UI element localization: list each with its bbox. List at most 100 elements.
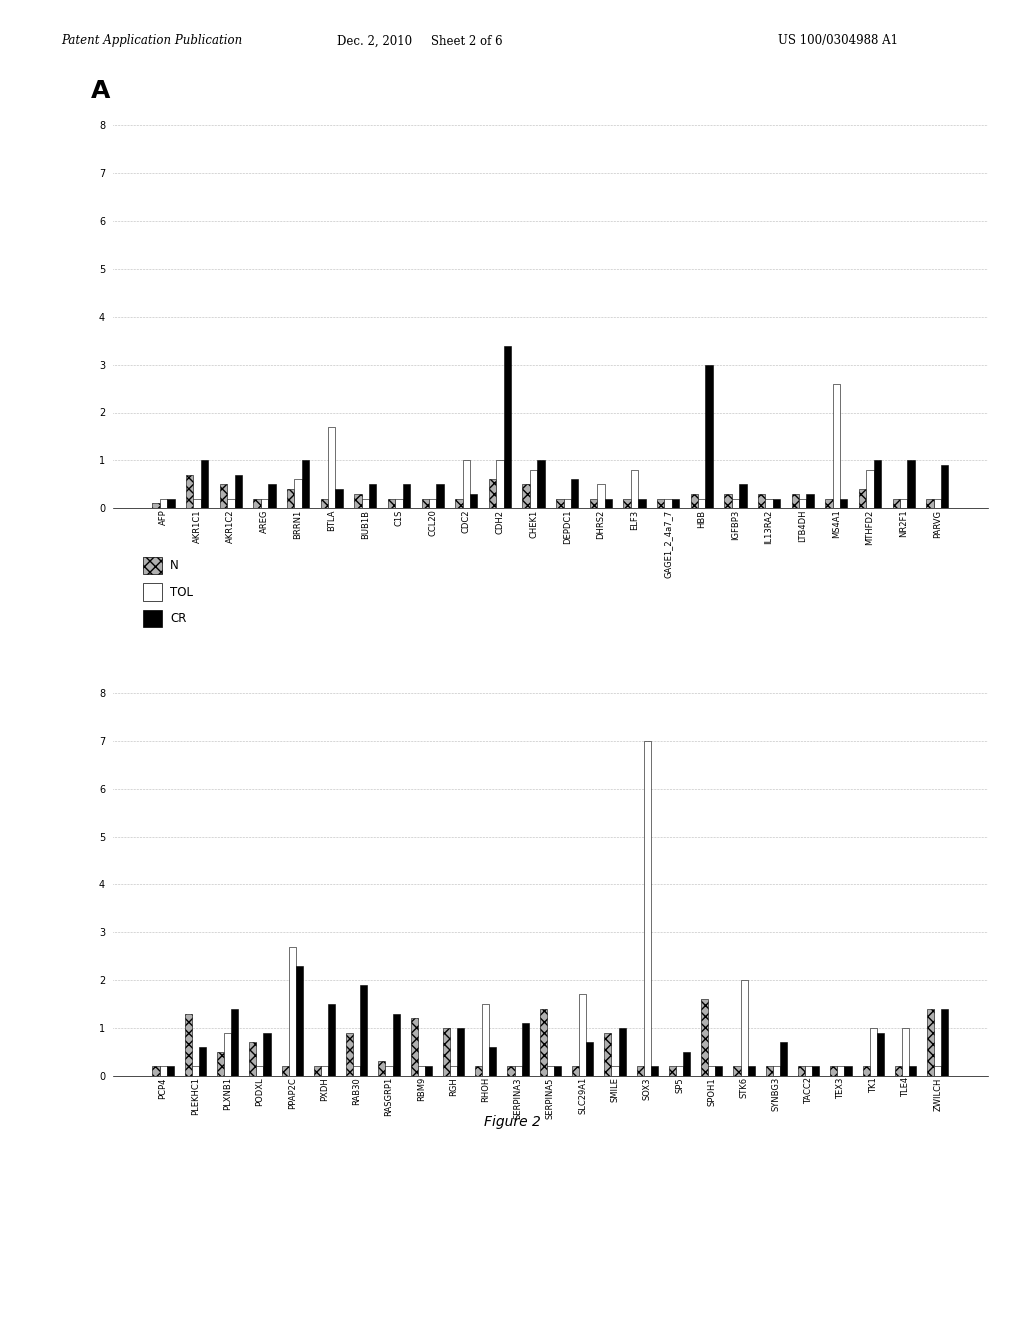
Bar (805, 1067, 812, 1076)
Bar (907, 461, 914, 508)
Text: CR: CR (170, 612, 186, 624)
Bar (268, 484, 275, 508)
Bar (716, 1067, 722, 1076)
Bar (321, 1067, 328, 1076)
Bar (690, 494, 698, 508)
Bar (773, 1067, 780, 1076)
Text: N: N (170, 560, 179, 572)
Bar (282, 1067, 289, 1076)
Bar (748, 1067, 755, 1076)
Bar (934, 1067, 941, 1076)
Bar (706, 364, 713, 508)
Bar (618, 1028, 626, 1076)
Bar (838, 1067, 845, 1076)
Bar (597, 484, 604, 508)
Bar (418, 1067, 425, 1076)
Bar (732, 499, 739, 508)
Bar (624, 499, 631, 508)
Bar (153, 503, 160, 508)
Bar (724, 494, 732, 508)
Bar (191, 1067, 199, 1076)
Bar (253, 499, 261, 508)
Bar (866, 470, 873, 508)
Bar (217, 1052, 224, 1076)
Bar (353, 1067, 360, 1076)
Bar (830, 1067, 838, 1076)
Bar (927, 1008, 934, 1076)
Bar (792, 494, 799, 508)
Bar (153, 1067, 160, 1076)
Bar (683, 1052, 690, 1076)
Bar (336, 490, 343, 508)
Bar (651, 1067, 657, 1076)
Bar (463, 461, 470, 508)
Bar (611, 1067, 618, 1076)
Bar (360, 985, 368, 1076)
Bar (263, 1032, 270, 1076)
Bar (571, 479, 579, 508)
Text: US 100/0304988 A1: US 100/0304988 A1 (778, 34, 898, 48)
Bar (328, 426, 336, 508)
Bar (739, 484, 746, 508)
Text: Figure 2: Figure 2 (483, 1115, 541, 1130)
Bar (941, 1008, 948, 1076)
Bar (766, 1067, 773, 1076)
Bar (877, 1032, 884, 1076)
Bar (631, 470, 638, 508)
Bar (231, 1008, 239, 1076)
Bar (529, 470, 538, 508)
Bar (563, 499, 571, 508)
Bar (941, 465, 948, 508)
Bar (346, 1032, 353, 1076)
Bar (676, 1067, 683, 1076)
Bar (604, 1032, 611, 1076)
Bar (294, 479, 302, 508)
Bar (411, 1019, 418, 1076)
Bar (538, 461, 545, 508)
Bar (638, 499, 645, 508)
Bar (590, 499, 597, 508)
Bar (798, 1067, 805, 1076)
Bar (425, 1067, 432, 1076)
Bar (199, 1047, 206, 1076)
Bar (807, 494, 814, 508)
Bar (859, 490, 866, 508)
Bar (873, 461, 881, 508)
Bar (184, 1014, 191, 1076)
Bar (220, 484, 227, 508)
Bar (402, 484, 411, 508)
Bar (186, 475, 194, 508)
Text: Patent Application Publication: Patent Application Publication (61, 34, 243, 48)
Bar (554, 1067, 561, 1076)
Bar (637, 1067, 644, 1076)
Bar (475, 1067, 482, 1076)
Bar (773, 499, 780, 508)
Bar (296, 966, 303, 1076)
Bar (379, 1061, 385, 1076)
Bar (840, 499, 848, 508)
Bar (436, 484, 443, 508)
Bar (497, 461, 504, 508)
Bar (201, 461, 208, 508)
Bar (194, 499, 201, 508)
Bar (672, 499, 679, 508)
Bar (457, 1028, 464, 1076)
Bar (450, 1067, 457, 1076)
Text: TOL: TOL (170, 586, 193, 598)
Bar (354, 494, 361, 508)
Bar (665, 499, 672, 508)
Bar (395, 499, 402, 508)
Bar (388, 499, 395, 508)
Bar (902, 1028, 909, 1076)
Bar (909, 1067, 916, 1076)
Bar (443, 1028, 450, 1076)
Bar (504, 346, 511, 508)
Bar (893, 499, 900, 508)
Bar (515, 1067, 521, 1076)
Bar (321, 499, 328, 508)
Bar (799, 499, 807, 508)
Bar (160, 499, 167, 508)
Bar (758, 494, 765, 508)
Bar (657, 499, 665, 508)
Bar (812, 1067, 819, 1076)
